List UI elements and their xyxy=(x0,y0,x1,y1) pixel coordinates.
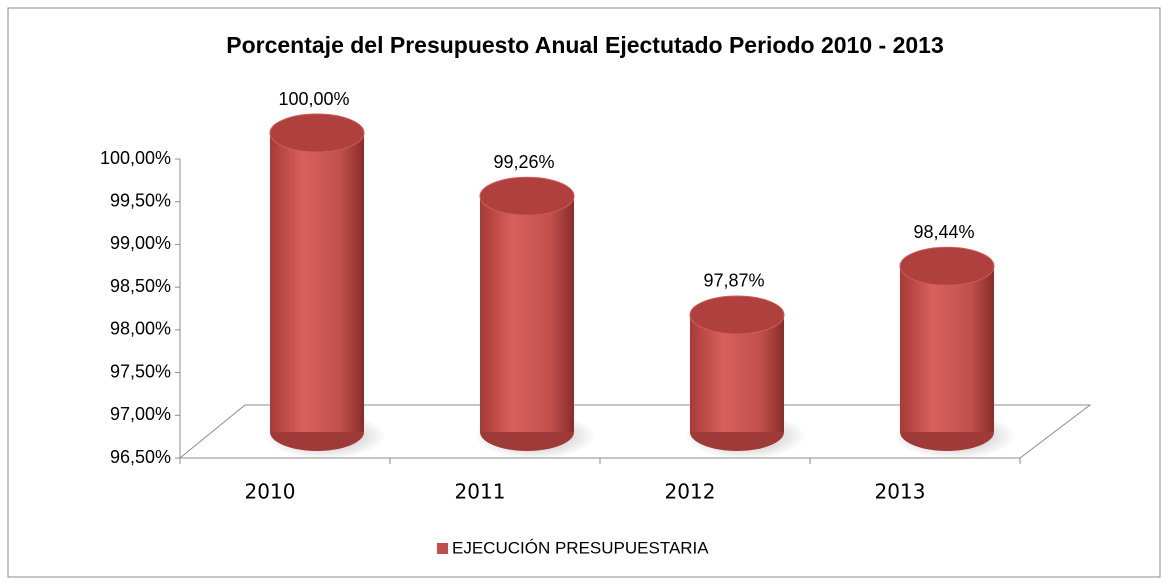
data-label: 98,44% xyxy=(913,222,974,242)
legend-label: EJECUCIÓN PRESUPUESTARIA xyxy=(452,538,709,557)
legend-swatch xyxy=(437,543,448,554)
bar xyxy=(894,246,1016,459)
x-tick-label: 2013 xyxy=(875,480,926,504)
y-tick-label: 99,50% xyxy=(110,190,171,210)
y-tick-label: 98,50% xyxy=(110,276,171,296)
data-label: 97,87% xyxy=(703,271,764,291)
bar-top xyxy=(689,295,785,335)
bar-body xyxy=(270,133,364,432)
bar xyxy=(474,176,596,459)
y-tick-label: 96,50% xyxy=(110,447,171,467)
bar-top xyxy=(479,176,575,216)
bar-body xyxy=(690,314,784,432)
y-tick-label: 98,00% xyxy=(110,319,171,339)
y-tick-label: 100,00% xyxy=(100,148,171,168)
y-tick-label: 97,00% xyxy=(110,404,171,424)
bar xyxy=(264,113,386,459)
x-tick-label: 2011 xyxy=(455,480,506,504)
data-label: 99,26% xyxy=(493,152,554,172)
bar-top xyxy=(269,113,365,153)
bar-body xyxy=(480,196,574,432)
chart-title: Porcentaje del Presupuesto Anual Ejectut… xyxy=(226,32,944,58)
bar-top xyxy=(899,246,995,286)
bar xyxy=(684,295,806,459)
y-tick-label: 99,00% xyxy=(110,233,171,253)
data-label: 100,00% xyxy=(278,89,349,109)
bar-body xyxy=(900,266,994,432)
x-tick-label: 2012 xyxy=(665,480,716,504)
x-tick-label: 2010 xyxy=(245,480,296,504)
y-tick-label: 97,50% xyxy=(110,361,171,381)
